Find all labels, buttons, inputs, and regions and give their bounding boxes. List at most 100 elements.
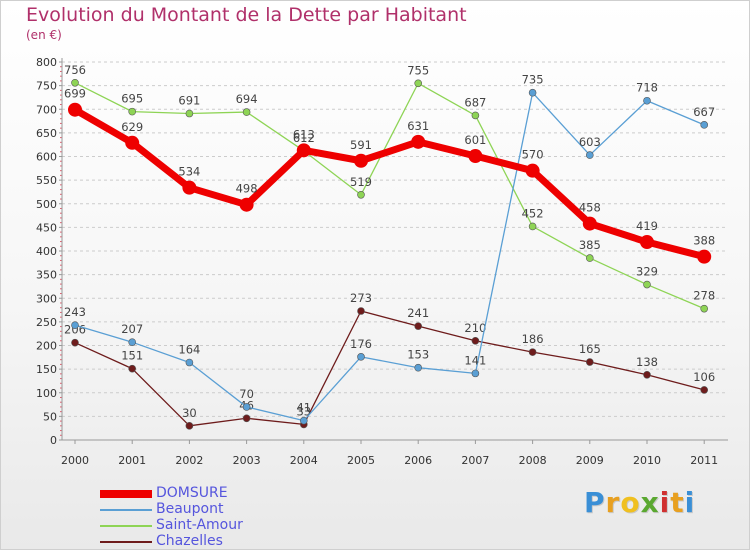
data-label-saint-amour: 687 xyxy=(464,95,486,109)
y-tick-label: 350 xyxy=(36,269,57,282)
data-point-domsure xyxy=(640,235,654,250)
chart-subtitle: (en €) xyxy=(26,28,62,42)
data-label-domsure: 388 xyxy=(693,234,715,248)
data-point-domsure xyxy=(68,102,82,117)
legend-swatch xyxy=(100,490,152,498)
data-label-beaupont: 735 xyxy=(522,73,544,87)
data-label-beaupont: 718 xyxy=(636,81,658,95)
data-point-saint-amour xyxy=(357,190,365,199)
data-label-saint-amour: 519 xyxy=(350,175,372,189)
y-tick-label: 400 xyxy=(36,245,57,258)
data-label-beaupont: 41 xyxy=(296,401,311,415)
data-point-chazelles xyxy=(643,370,651,379)
data-label-saint-amour: 329 xyxy=(636,265,658,279)
data-label-saint-amour: 756 xyxy=(64,63,86,77)
data-point-beaupont xyxy=(643,96,651,105)
legend-swatch xyxy=(100,541,152,543)
y-tick-label: 200 xyxy=(36,340,57,353)
data-label-domsure: 629 xyxy=(121,120,143,134)
data-label-domsure: 699 xyxy=(64,87,86,101)
data-point-beaupont xyxy=(128,338,136,346)
data-label-saint-amour: 385 xyxy=(579,238,601,252)
data-point-chazelles xyxy=(242,414,251,423)
data-label-chazelles: 30 xyxy=(182,406,197,420)
logo-letter: o xyxy=(620,486,641,519)
data-point-chazelles xyxy=(357,307,365,315)
legend-label: Chazelles xyxy=(156,533,223,549)
series-line-domsure xyxy=(73,106,706,261)
data-point-domsure xyxy=(411,134,426,149)
data-label-domsure: 570 xyxy=(522,148,544,162)
data-label-chazelles: 33 xyxy=(296,404,311,418)
x-tick-label: 2004 xyxy=(290,454,318,467)
x-tick-label: 2011 xyxy=(690,454,718,467)
data-point-saint-amour xyxy=(185,109,194,118)
proxiti-logo: Proxiti xyxy=(584,486,695,519)
legend-label: DOMSURE xyxy=(156,485,228,501)
data-point-beaupont xyxy=(528,88,537,97)
data-point-beaupont xyxy=(585,151,594,159)
x-tick-label: 2001 xyxy=(118,454,146,467)
data-label-domsure: 534 xyxy=(178,165,200,179)
logo-letter: i xyxy=(659,486,671,519)
y-tick-label: 750 xyxy=(36,80,57,93)
data-label-beaupont: 243 xyxy=(64,305,86,319)
data-label-beaupont: 164 xyxy=(178,343,200,357)
x-tick-label: 2006 xyxy=(404,454,432,467)
data-point-domsure xyxy=(697,249,712,264)
data-label-beaupont: 153 xyxy=(407,348,429,362)
x-tick-label: 2010 xyxy=(633,454,661,467)
data-point-chazelles xyxy=(185,422,194,430)
x-tick-label: 2009 xyxy=(576,454,604,467)
data-point-domsure xyxy=(525,163,540,178)
data-point-saint-amour xyxy=(414,79,423,88)
x-tick-label: 2002 xyxy=(175,454,203,467)
data-point-domsure xyxy=(239,197,254,212)
data-label-chazelles: 241 xyxy=(407,306,429,320)
data-point-domsure xyxy=(582,216,597,231)
chart-title: Evolution du Montant de la Dette par Hab… xyxy=(26,4,467,26)
data-label-domsure: 601 xyxy=(464,133,486,147)
data-label-chazelles: 210 xyxy=(464,321,486,335)
data-label-beaupont: 141 xyxy=(464,353,486,367)
data-point-chazelles xyxy=(128,364,136,373)
data-label-beaupont: 667 xyxy=(693,105,715,119)
data-label-domsure: 613 xyxy=(293,127,315,141)
legend-swatch xyxy=(100,509,152,511)
data-point-saint-amour xyxy=(700,304,709,313)
x-tick-label: 2003 xyxy=(233,454,261,467)
data-label-domsure: 631 xyxy=(407,119,429,133)
data-point-saint-amour xyxy=(528,222,537,231)
logo-letter: P xyxy=(584,486,606,519)
data-label-domsure: 458 xyxy=(579,201,601,215)
series-line-chazelles xyxy=(74,310,705,427)
y-tick-label: 150 xyxy=(36,363,57,376)
legend-label: Beaupont xyxy=(156,501,224,517)
data-point-saint-amour xyxy=(643,280,651,289)
data-point-chazelles xyxy=(700,386,709,394)
data-point-beaupont xyxy=(471,369,480,378)
y-tick-label: 450 xyxy=(36,221,57,234)
data-label-saint-amour: 278 xyxy=(693,289,715,303)
data-point-chazelles xyxy=(585,358,594,366)
data-label-saint-amour: 691 xyxy=(178,94,200,108)
data-point-domsure xyxy=(354,153,368,168)
data-label-chazelles: 186 xyxy=(522,332,544,346)
data-label-saint-amour: 694 xyxy=(236,92,258,106)
legend-swatch xyxy=(100,525,152,527)
data-label-saint-amour: 612 xyxy=(293,131,315,145)
data-point-chazelles xyxy=(71,338,79,347)
data-point-saint-amour xyxy=(242,108,251,116)
y-tick-label: 500 xyxy=(36,198,57,211)
logo-letter: r xyxy=(605,486,621,519)
y-tick-label: 600 xyxy=(36,151,57,164)
data-label-beaupont: 207 xyxy=(121,322,143,336)
data-label-beaupont: 176 xyxy=(350,337,372,351)
data-point-beaupont xyxy=(299,416,308,425)
data-point-chazelles xyxy=(528,348,537,356)
legend-label: Saint-Amour xyxy=(156,517,243,533)
logo-letter: t xyxy=(670,486,685,519)
y-tick-label: 800 xyxy=(36,56,57,69)
data-label-saint-amour: 695 xyxy=(121,92,143,106)
